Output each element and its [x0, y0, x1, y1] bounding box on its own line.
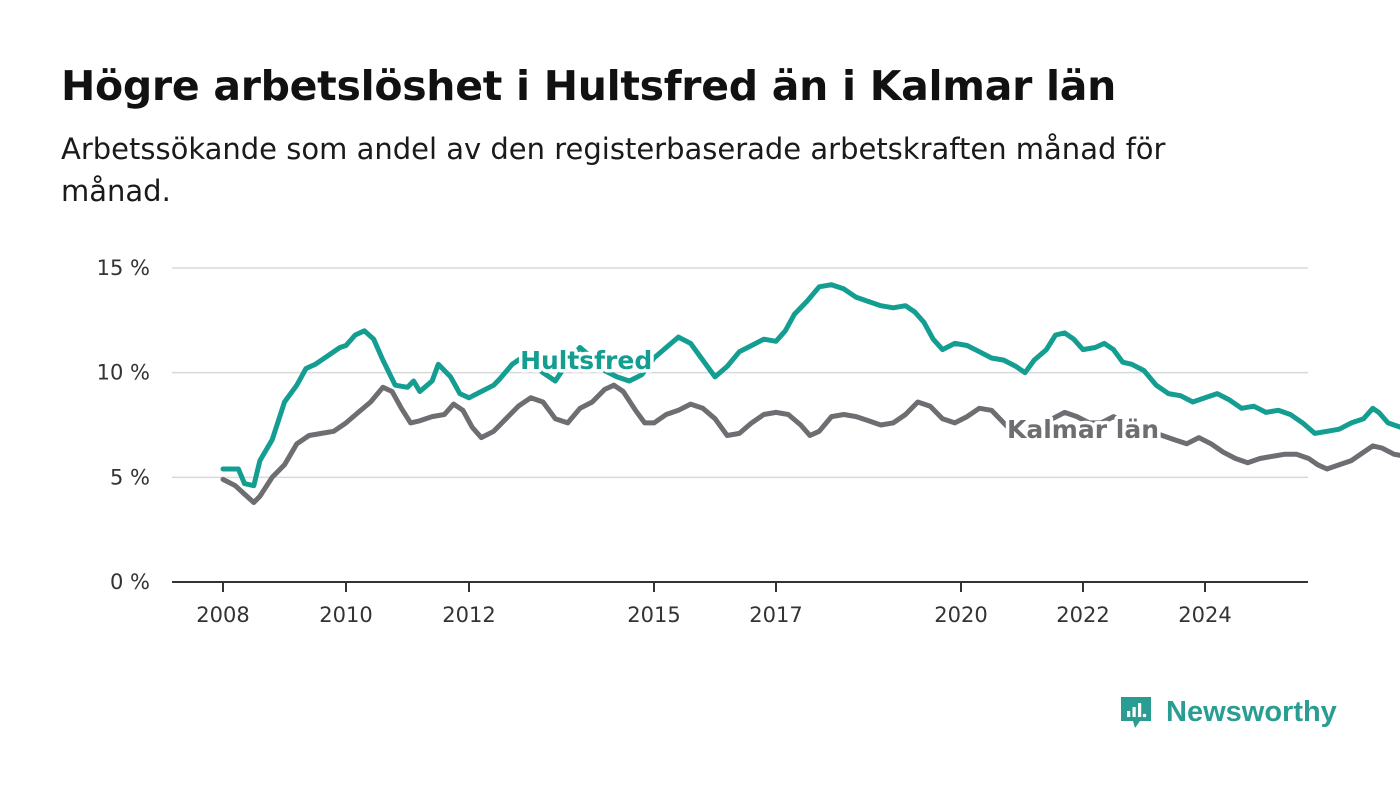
x-tick-label: 2020: [934, 603, 987, 627]
grid-lines: [172, 267, 1308, 479]
x-axis-labels: 2008 2010 2012 2015 2017 2020 2022 2024: [196, 603, 1231, 627]
x-tick-label: 2017: [749, 603, 802, 627]
series-name-label: Hultsfred: [520, 346, 652, 375]
y-tick-label: 15 %: [97, 256, 150, 280]
x-tick-label: 2010: [319, 603, 372, 627]
y-axis-labels: 0 % 5 % 10 % 15 %: [97, 256, 150, 594]
x-tick-label: 2022: [1056, 603, 1109, 627]
chart-subtitle: Arbetssökande som andel av den registerb…: [61, 132, 1166, 208]
series-line: [220, 282, 1400, 489]
x-tick-label: 2015: [627, 603, 680, 627]
series-lines: [220, 282, 1400, 505]
series-line: [220, 382, 1400, 505]
y-tick-label: 5 %: [110, 465, 150, 489]
y-tick-label: 10 %: [97, 361, 150, 385]
x-tick-label: 2008: [196, 603, 249, 627]
brand-name: Newsworthy: [1166, 695, 1337, 728]
newsworthy-brand: Newsworthy: [1118, 690, 1337, 734]
x-tick-label: 2024: [1178, 603, 1231, 627]
x-axis: [172, 581, 1308, 592]
series-labels: 8,4 %Hultsfred6,5 %Kalmar län: [517, 343, 1163, 448]
y-tick-label: 0 %: [110, 570, 150, 594]
newsworthy-logo-icon: [1121, 697, 1151, 728]
chart-title: Högre arbetslöshet i Hultsfred än i Kalm…: [61, 62, 1116, 110]
series-name-label: Kalmar län: [1007, 415, 1159, 444]
x-tick-label: 2012: [442, 603, 495, 627]
